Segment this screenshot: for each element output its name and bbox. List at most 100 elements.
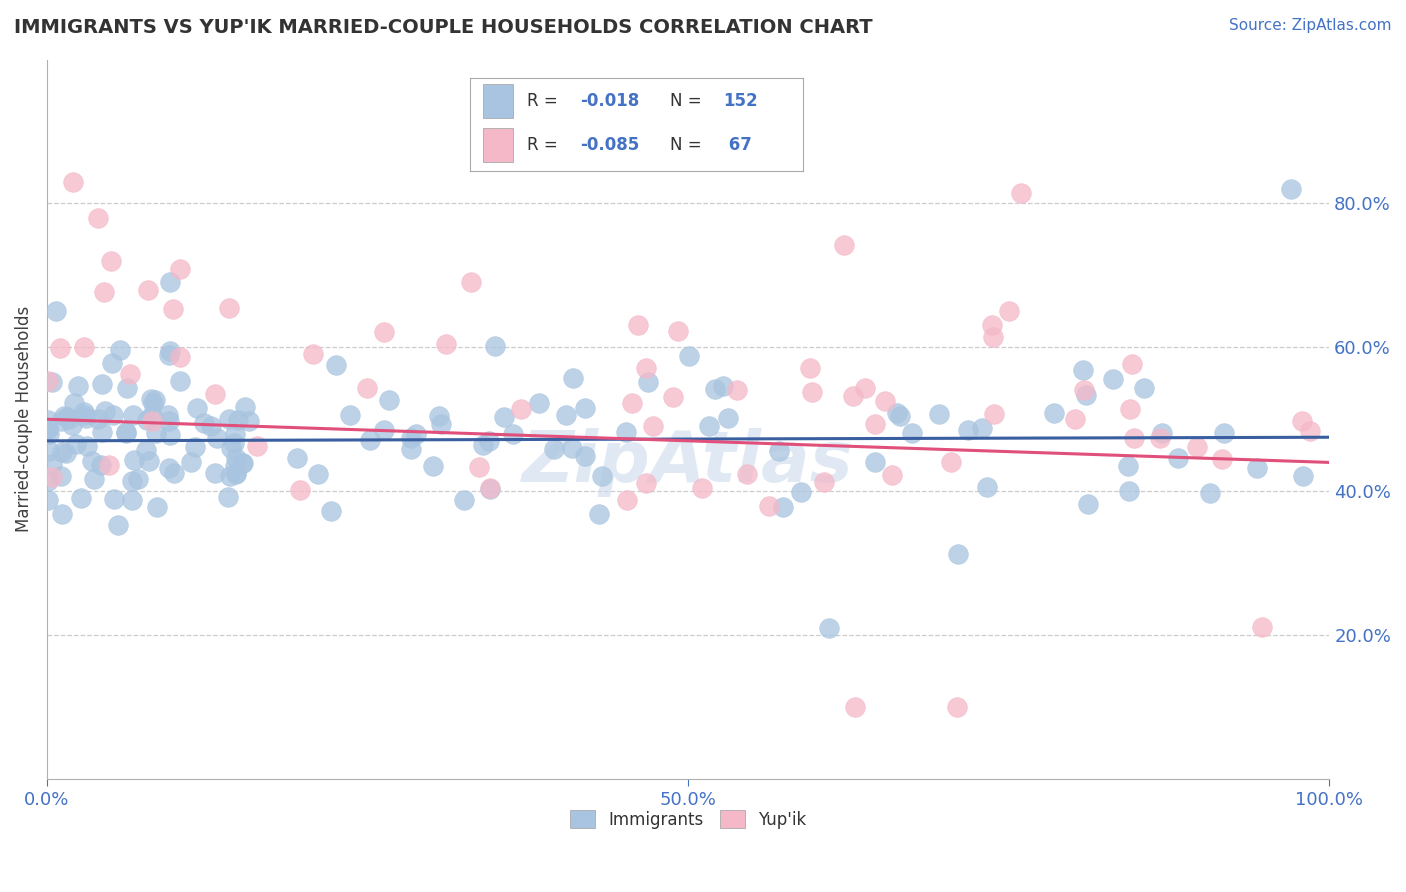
Point bbox=[55, 410, 77, 425]
Point bbox=[143, 392, 166, 407]
Point bbox=[983, 407, 1005, 421]
Point bbox=[627, 318, 650, 332]
Point bbox=[1118, 459, 1140, 474]
Point bbox=[93, 285, 115, 300]
Point bbox=[634, 361, 657, 376]
Point bbox=[226, 413, 249, 427]
Point bbox=[717, 410, 740, 425]
Point bbox=[218, 301, 240, 315]
Point bbox=[219, 441, 242, 455]
Point bbox=[217, 490, 239, 504]
Point bbox=[62, 396, 84, 410]
Point bbox=[818, 621, 841, 635]
Point bbox=[37, 475, 59, 489]
Point bbox=[288, 483, 311, 498]
Point bbox=[169, 261, 191, 276]
Text: IMMIGRANTS VS YUP'IK MARRIED-COUPLE HOUSEHOLDS CORRELATION CHART: IMMIGRANTS VS YUP'IK MARRIED-COUPLE HOUS… bbox=[14, 18, 873, 37]
Point bbox=[51, 414, 73, 428]
Point bbox=[616, 492, 638, 507]
Point bbox=[434, 337, 457, 351]
Point bbox=[946, 700, 969, 714]
Point bbox=[58, 412, 80, 426]
Point bbox=[1199, 485, 1222, 500]
Point bbox=[139, 392, 162, 407]
Point bbox=[225, 467, 247, 481]
Point bbox=[193, 416, 215, 430]
Point bbox=[122, 408, 145, 422]
Point bbox=[136, 283, 159, 297]
Point bbox=[697, 419, 720, 434]
Point bbox=[80, 454, 103, 468]
Point bbox=[399, 442, 422, 457]
Point bbox=[169, 350, 191, 364]
Point bbox=[737, 467, 759, 481]
Point bbox=[502, 427, 524, 442]
Point bbox=[901, 425, 924, 440]
Point bbox=[863, 455, 886, 469]
Point bbox=[121, 492, 143, 507]
Point bbox=[1122, 431, 1144, 445]
Point bbox=[157, 348, 180, 362]
Point bbox=[157, 414, 180, 428]
Point bbox=[205, 432, 228, 446]
Point bbox=[561, 370, 583, 384]
Point bbox=[141, 414, 163, 428]
Point bbox=[225, 450, 247, 465]
Point bbox=[555, 408, 578, 422]
Point bbox=[285, 450, 308, 465]
Point bbox=[222, 436, 245, 450]
Point bbox=[637, 375, 659, 389]
Point bbox=[928, 407, 950, 421]
Point bbox=[468, 459, 491, 474]
Point bbox=[60, 418, 83, 433]
Point bbox=[844, 700, 866, 714]
Point bbox=[73, 405, 96, 419]
Point bbox=[90, 377, 112, 392]
Point bbox=[1211, 451, 1233, 466]
Point bbox=[813, 475, 835, 489]
Point bbox=[37, 422, 59, 436]
Point bbox=[136, 413, 159, 427]
Point bbox=[460, 275, 482, 289]
Point bbox=[1063, 411, 1085, 425]
Point bbox=[510, 402, 533, 417]
Point bbox=[882, 467, 904, 482]
Point bbox=[37, 374, 59, 388]
Point bbox=[758, 499, 780, 513]
Point bbox=[1119, 402, 1142, 417]
Point bbox=[1167, 450, 1189, 465]
Point bbox=[799, 361, 821, 376]
Point bbox=[138, 454, 160, 468]
Point bbox=[93, 404, 115, 418]
Point bbox=[1101, 372, 1123, 386]
Point bbox=[725, 383, 748, 397]
Point bbox=[108, 343, 131, 357]
Point bbox=[65, 437, 87, 451]
Point bbox=[218, 412, 240, 426]
Point bbox=[121, 474, 143, 488]
Point bbox=[1133, 381, 1156, 395]
Point bbox=[159, 344, 181, 359]
Point bbox=[67, 379, 90, 393]
Point bbox=[1279, 182, 1302, 196]
Point bbox=[98, 458, 121, 473]
Text: Source: ZipAtlas.com: Source: ZipAtlas.com bbox=[1229, 18, 1392, 33]
Point bbox=[790, 484, 813, 499]
Point bbox=[37, 421, 59, 435]
Point bbox=[200, 419, 222, 434]
Point bbox=[142, 396, 165, 410]
Point bbox=[853, 381, 876, 395]
Point bbox=[76, 439, 98, 453]
Point bbox=[156, 408, 179, 422]
Point bbox=[939, 455, 962, 469]
Point bbox=[101, 356, 124, 370]
Point bbox=[1187, 440, 1209, 454]
Legend: Immigrants, Yup'ik: Immigrants, Yup'ik bbox=[562, 804, 813, 835]
Point bbox=[62, 175, 84, 189]
Point bbox=[325, 359, 347, 373]
Point bbox=[45, 304, 67, 318]
Point bbox=[70, 491, 93, 505]
Point bbox=[1299, 424, 1322, 438]
Point bbox=[478, 481, 501, 495]
Point bbox=[956, 423, 979, 437]
